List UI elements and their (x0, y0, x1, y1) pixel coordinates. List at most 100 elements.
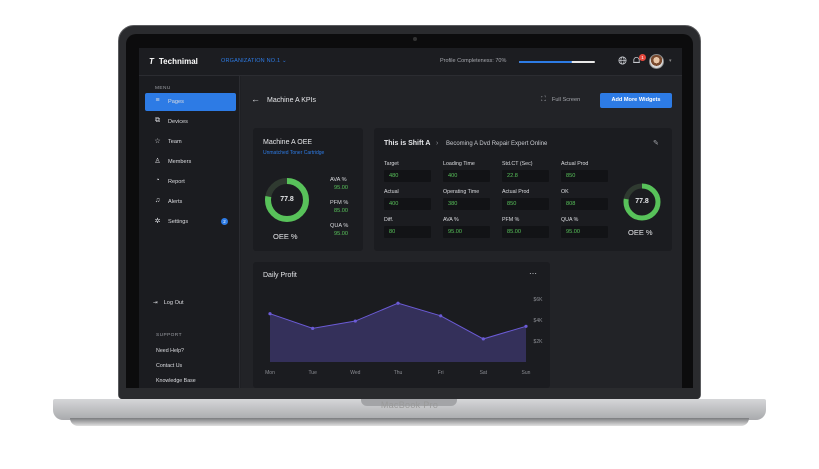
profile-completeness-label: Profile Completeness: 70% (440, 58, 507, 64)
profile-completeness-bar (519, 61, 595, 63)
report-icon: ◔ (155, 177, 160, 184)
sidebar-item-alerts[interactable]: ♫ Alerts (145, 193, 236, 211)
laptop-base (53, 399, 766, 420)
logout-label: Log Out (163, 300, 184, 306)
x-tick-sat: Sat (480, 370, 488, 376)
laptop-chin (119, 388, 700, 399)
field-value-target: 480 (384, 170, 431, 182)
add-more-widgets-button[interactable]: Add More Widgets (600, 93, 672, 108)
profit-point-sun[interactable] (524, 324, 528, 328)
sidebar-item-members[interactable]: ♙ Members (145, 153, 236, 171)
logout-icon: ⇥ (153, 300, 158, 306)
x-tick-wed: Wed (350, 370, 360, 376)
support-link-knowledge-base[interactable]: Knowledge Base (156, 378, 196, 384)
pfm-value: 85.00 (334, 208, 348, 214)
field-value-ava: 95.00 (443, 226, 490, 238)
profit-point-wed[interactable] (353, 319, 357, 323)
field-label-actual: Actual (384, 189, 399, 195)
chevron-right-icon: › (436, 140, 439, 147)
field-value-std-ct-sec: 22.8 (502, 170, 549, 182)
profit-point-tue[interactable] (311, 326, 315, 330)
chevron-down-icon: ⌄ (281, 58, 287, 64)
sidebar-item-label: Settings (168, 219, 189, 225)
x-tick-mon: Mon (265, 370, 275, 376)
sidebar-item-label: Members (168, 159, 192, 165)
field-label-target: Target (384, 161, 399, 167)
sidebar-item-label: Team (168, 139, 182, 145)
fullscreen-button[interactable]: ⛶ Full Screen (541, 96, 580, 104)
support-link-contact-us[interactable]: Contact Us (156, 363, 183, 369)
edit-icon[interactable]: ✎ (653, 140, 659, 147)
oee-widget: Machine A OEE Unmatched Toner Cartridge … (253, 128, 363, 251)
field-value-diff: 80 (384, 226, 431, 238)
ava-label: AVA % (330, 177, 347, 183)
x-tick-tue: Tue (308, 370, 317, 376)
x-tick-sun: Sun (522, 370, 531, 376)
daily-profit-widget: Daily Profit ⋯ Mon Tue Wed Thu Fri Sat Sun $6K $… (253, 262, 550, 388)
notification-badge: 1 (639, 54, 646, 61)
sidebar-item-team[interactable]: ☆ Team (145, 133, 236, 151)
field-label-actual-prod: Actual Prod (502, 189, 530, 195)
field-value-operating-time: 380 (443, 198, 490, 210)
pfm-label: PFM % (330, 200, 349, 206)
qua-value: 95.00 (334, 231, 348, 237)
sidebar-item-devices[interactable]: ⧉ Devices (145, 113, 236, 131)
sidebar-item-label: Report (168, 179, 185, 185)
field-label-actual-prod: Actual Prod (561, 161, 589, 167)
oee-gauge-label: OEE % (273, 232, 298, 241)
sidebar-item-settings[interactable]: ✲ Settings 2 (145, 213, 236, 231)
profile-completeness-fill (519, 61, 573, 63)
profit-point-thu[interactable] (396, 301, 400, 305)
y-tick-label: $6K (534, 297, 544, 303)
fullscreen-label: Full Screen (551, 97, 581, 103)
profit-point-fri[interactable] (439, 314, 443, 318)
more-options-icon[interactable]: ⋯ (529, 269, 538, 278)
logout-button[interactable]: ⇥ Log Out (153, 300, 184, 306)
oee-widget-subtitle[interactable]: Unmatched Toner Cartridge (263, 150, 325, 156)
devices-icon: ⧉ (155, 117, 160, 124)
field-value-pfm: 85.00 (502, 226, 549, 238)
field-label-qua: QUA % (561, 217, 579, 223)
shift-widget: This is Shift A › Becoming A Dvd Repair … (374, 128, 672, 251)
pages-icon: ≡ (155, 97, 160, 104)
shift-oee-gauge: 77.8 (622, 182, 662, 222)
qua-label: QUA % (330, 223, 349, 229)
field-value-actual-prod: 850 (502, 198, 549, 210)
settings-badge: 2 (221, 218, 228, 225)
field-label-diff: Diff. (384, 217, 394, 223)
field-value-actual: 400 (384, 198, 431, 210)
chevron-down-icon[interactable]: ▾ (669, 58, 672, 64)
shift-description: Becoming A Dvd Repair Expert Online (446, 141, 548, 147)
settings-icon: ✲ (154, 218, 161, 225)
organization-selector[interactable]: ORGANIZATION NO.1 ⌄ (221, 58, 287, 64)
y-tick-label: $4K (534, 318, 544, 324)
app-logo[interactable]: T Technimal (149, 57, 198, 66)
oee-gauge: 77.8 (263, 176, 311, 224)
field-value-qua: 95.00 (561, 226, 608, 238)
logo-mark: T (149, 57, 154, 66)
menu-title: MENU (155, 86, 171, 91)
sidebar-item-pages[interactable]: ≡ Pages (145, 93, 236, 111)
y-tick-label: $2K (534, 339, 544, 345)
sidebar: MENU ≡ Pages ⧉ Devices ☆ Team ♙ Members ◔ Report ♫… (139, 76, 240, 388)
globe-icon[interactable] (618, 56, 627, 67)
top-bar: T Technimal ORGANIZATION NO.1 ⌄ Profile C… (139, 48, 682, 76)
ava-value: 95.00 (334, 185, 348, 191)
sidebar-item-label: Alerts (168, 199, 183, 205)
field-label-loading-time: Loading Time (443, 161, 475, 167)
field-value-actual-prod: 850 (561, 170, 608, 182)
profit-point-mon[interactable] (268, 312, 272, 316)
support-link-need-help[interactable]: Need Help? (156, 348, 184, 354)
laptop-notch (361, 399, 457, 406)
profit-point-sat[interactable] (481, 337, 485, 341)
team-icon: ☆ (154, 138, 161, 145)
camera-icon (413, 37, 417, 41)
sidebar-item-report[interactable]: ◔ Report (145, 173, 236, 191)
profit-area (270, 303, 526, 362)
sidebar-item-label: Pages (168, 99, 184, 105)
field-label-pfm: PFM % (502, 217, 520, 223)
field-label-ok: OK (561, 189, 569, 195)
avatar[interactable] (649, 54, 664, 69)
back-arrow-icon[interactable]: ← (251, 94, 260, 104)
